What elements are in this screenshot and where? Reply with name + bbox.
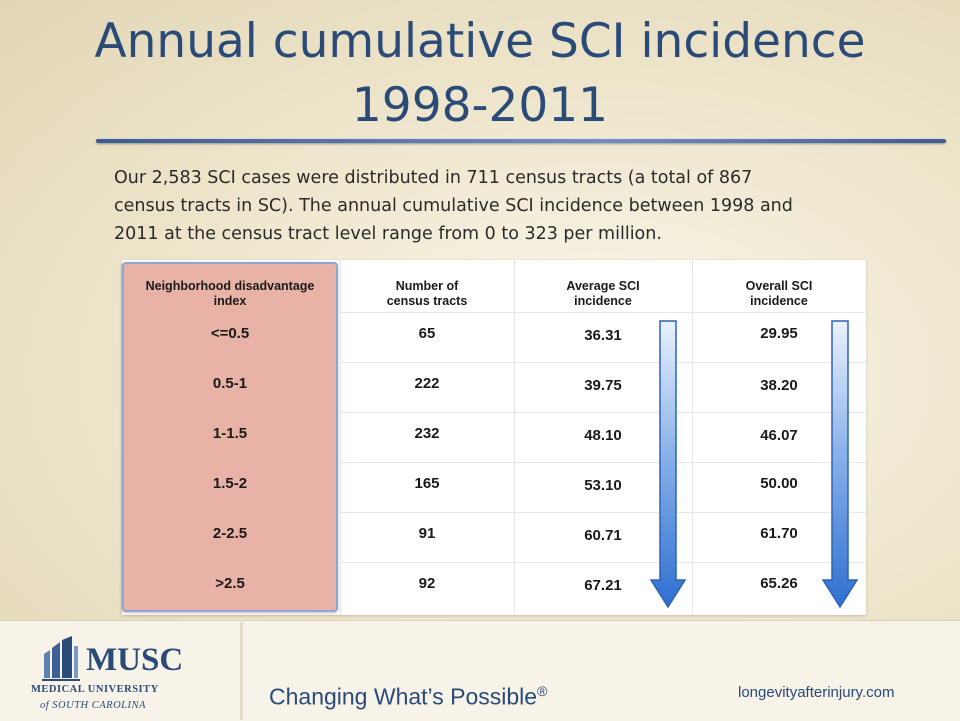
title-line-1: Annual cumulative SCI incidence bbox=[94, 14, 866, 69]
footer-divider bbox=[240, 622, 243, 720]
footer-bar bbox=[0, 620, 960, 721]
cell-tracts: 232 bbox=[414, 425, 440, 442]
logo-subtitle-2: of SOUTH CAROLINA bbox=[40, 700, 146, 711]
header-line: incidence bbox=[574, 294, 632, 308]
column-divider bbox=[514, 260, 515, 615]
cell-tracts: 165 bbox=[414, 475, 440, 492]
website-link[interactable]: longevityafterinjury.com bbox=[738, 684, 895, 701]
header-line: incidence bbox=[750, 294, 808, 308]
registered-mark: ® bbox=[537, 683, 548, 699]
header-line: Number of bbox=[395, 279, 459, 293]
header-line: census tracts bbox=[386, 294, 468, 308]
cell-overall-incidence: 61.70 bbox=[760, 525, 798, 542]
column-divider bbox=[340, 260, 341, 615]
cell-index: >2.5 bbox=[215, 575, 245, 592]
logo-subtitle: MEDICAL UNIVERSITY bbox=[31, 684, 159, 695]
cell-tracts: 91 bbox=[418, 525, 436, 542]
cell-average-incidence: 39.75 bbox=[584, 377, 622, 394]
header-line: Overall SCI bbox=[745, 279, 813, 293]
cell-overall-incidence: 65.26 bbox=[760, 575, 798, 592]
intro-line-2: census tracts in SC). The annual cumulat… bbox=[114, 196, 793, 216]
row-divider bbox=[340, 512, 866, 513]
cell-overall-incidence: 38.20 bbox=[760, 377, 798, 394]
header-disadvantage-index: Neighborhood disadvantage index bbox=[124, 279, 336, 309]
cell-index: 1-1.5 bbox=[212, 425, 248, 442]
header-average-incidence: Average SCI incidence bbox=[514, 279, 692, 309]
cell-average-incidence: 48.10 bbox=[584, 427, 622, 444]
row-divider bbox=[340, 362, 866, 363]
header-overall-incidence: Overall SCI incidence bbox=[692, 279, 866, 309]
cell-average-incidence: 36.31 bbox=[584, 327, 622, 344]
cell-index: <=0.5 bbox=[210, 325, 250, 342]
tagline: Changing What’s Possible® bbox=[269, 677, 547, 711]
cell-index: 2-2.5 bbox=[212, 525, 248, 542]
row-divider bbox=[340, 462, 866, 463]
cell-overall-incidence: 50.00 bbox=[760, 475, 798, 492]
cell-tracts: 222 bbox=[414, 375, 440, 392]
intro-line-1: Our 2,583 SCI cases were distributed in … bbox=[114, 168, 753, 188]
cell-tracts: 65 bbox=[418, 325, 436, 342]
tagline-text: Changing What’s Possible bbox=[269, 683, 538, 710]
slide-title: Annual cumulative SCI incidence 1998-201… bbox=[0, 10, 960, 138]
title-line-2: 1998-2011 bbox=[351, 78, 609, 133]
header-line: index bbox=[213, 294, 247, 308]
row-divider bbox=[340, 562, 866, 563]
down-arrow-icon bbox=[821, 320, 859, 609]
cell-average-incidence: 53.10 bbox=[584, 477, 622, 494]
row-divider bbox=[340, 412, 866, 413]
disadvantage-index-column-highlight bbox=[122, 262, 338, 612]
musc-building-logo-icon bbox=[42, 636, 80, 681]
down-arrow-icon bbox=[649, 320, 687, 609]
column-divider bbox=[692, 260, 693, 615]
cell-average-incidence: 60.71 bbox=[584, 527, 622, 544]
cell-overall-incidence: 29.95 bbox=[760, 325, 798, 342]
header-census-tracts: Number of census tracts bbox=[340, 279, 514, 309]
cell-index: 0.5-1 bbox=[212, 375, 248, 392]
intro-line-3: 2011 at the census tract level range fro… bbox=[114, 224, 662, 244]
cell-average-incidence: 67.21 bbox=[584, 577, 622, 594]
cell-overall-incidence: 46.07 bbox=[760, 427, 798, 444]
intro-paragraph: Our 2,583 SCI cases were distributed in … bbox=[114, 164, 854, 248]
cell-tracts: 92 bbox=[418, 575, 436, 592]
cell-index: 1.5-2 bbox=[212, 475, 248, 492]
row-divider bbox=[340, 312, 866, 313]
title-underline bbox=[96, 139, 946, 143]
header-line: Average SCI bbox=[566, 279, 640, 293]
musc-logo: MUSC MEDICAL UNIVERSITY of SOUTH CAROLIN… bbox=[28, 632, 198, 716]
header-line: Neighborhood disadvantage bbox=[145, 279, 315, 293]
logo-wordmark: MUSC bbox=[86, 642, 184, 678]
